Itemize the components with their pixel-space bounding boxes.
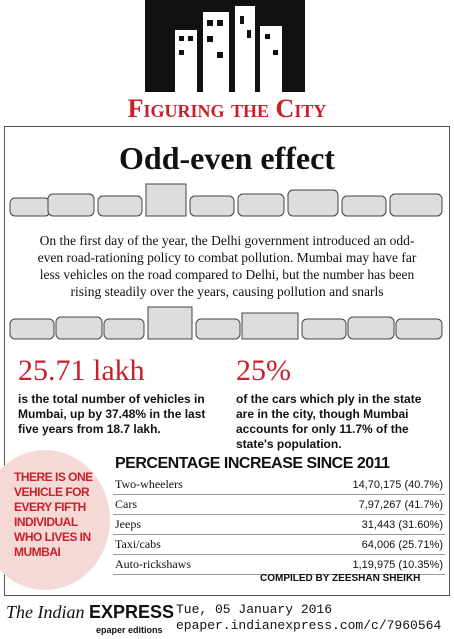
traffic-illustration	[9, 306, 443, 340]
row-value: 7,97,267 (41.7%)	[265, 494, 445, 515]
sidebar-text: THERE IS ONE VEHICLE FOR EVERY FIFTH IND…	[14, 470, 93, 559]
row-label: Jeeps	[113, 514, 266, 535]
brand: The Indian EXPRESS	[6, 602, 174, 623]
url: epaper.indianexpress.com/c/7960564	[176, 618, 442, 633]
credit: COMPILED BY ZEESHAN SHEIKH	[260, 573, 421, 584]
row-label: Cars	[113, 494, 266, 515]
frame	[4, 126, 450, 596]
table-row: Taxi/cabs 64,006 (25.71%)	[113, 534, 445, 555]
row-label: Taxi/cabs	[113, 534, 266, 555]
city-icon	[145, 0, 305, 92]
row-value: 64,006 (25.71%)	[265, 534, 445, 555]
table-title: PERCENTAGE INCREASE SINCE 2011	[115, 455, 390, 472]
table-row: Two-wheelers 14,70,175 (40.7%)	[113, 475, 445, 495]
table-row: Jeeps 31,443 (31.60%)	[113, 514, 445, 535]
edition: epaper editions	[96, 625, 163, 635]
stat-text: of the cars which ply in the state are i…	[236, 392, 422, 451]
row-value: 14,70,175 (40.7%)	[265, 475, 445, 495]
row-value: 31,443 (31.60%)	[265, 514, 445, 535]
section-title: Figuring the City	[127, 94, 327, 123]
date: Tue, 05 January 2016	[176, 602, 333, 617]
row-value: 1,19,975 (10.35%)	[265, 554, 445, 575]
sidebar-circle	[0, 450, 110, 590]
stat-text: is the total number of vehicles in Mumba…	[18, 392, 206, 436]
traffic-illustration	[9, 183, 443, 217]
data-table: Two-wheelers 14,70,175 (40.7%) Cars 7,97,26…	[113, 475, 445, 575]
stat-figure: 25%	[236, 354, 291, 387]
brand-a: The Indian	[6, 602, 85, 622]
table-row: Cars 7,97,267 (41.7%)	[113, 494, 445, 515]
stat-figure: 25.71 lakh	[18, 354, 145, 387]
headline: Odd-even effect	[119, 140, 335, 176]
brand-b: EXPRESS	[89, 602, 175, 622]
table-row: Auto-rickshaws 1,19,975 (10.35%)	[113, 554, 445, 575]
row-label: Two-wheelers	[113, 475, 266, 495]
intro-text: On the first day of the year, the Delhi …	[37, 233, 417, 299]
row-label: Auto-rickshaws	[113, 554, 266, 575]
